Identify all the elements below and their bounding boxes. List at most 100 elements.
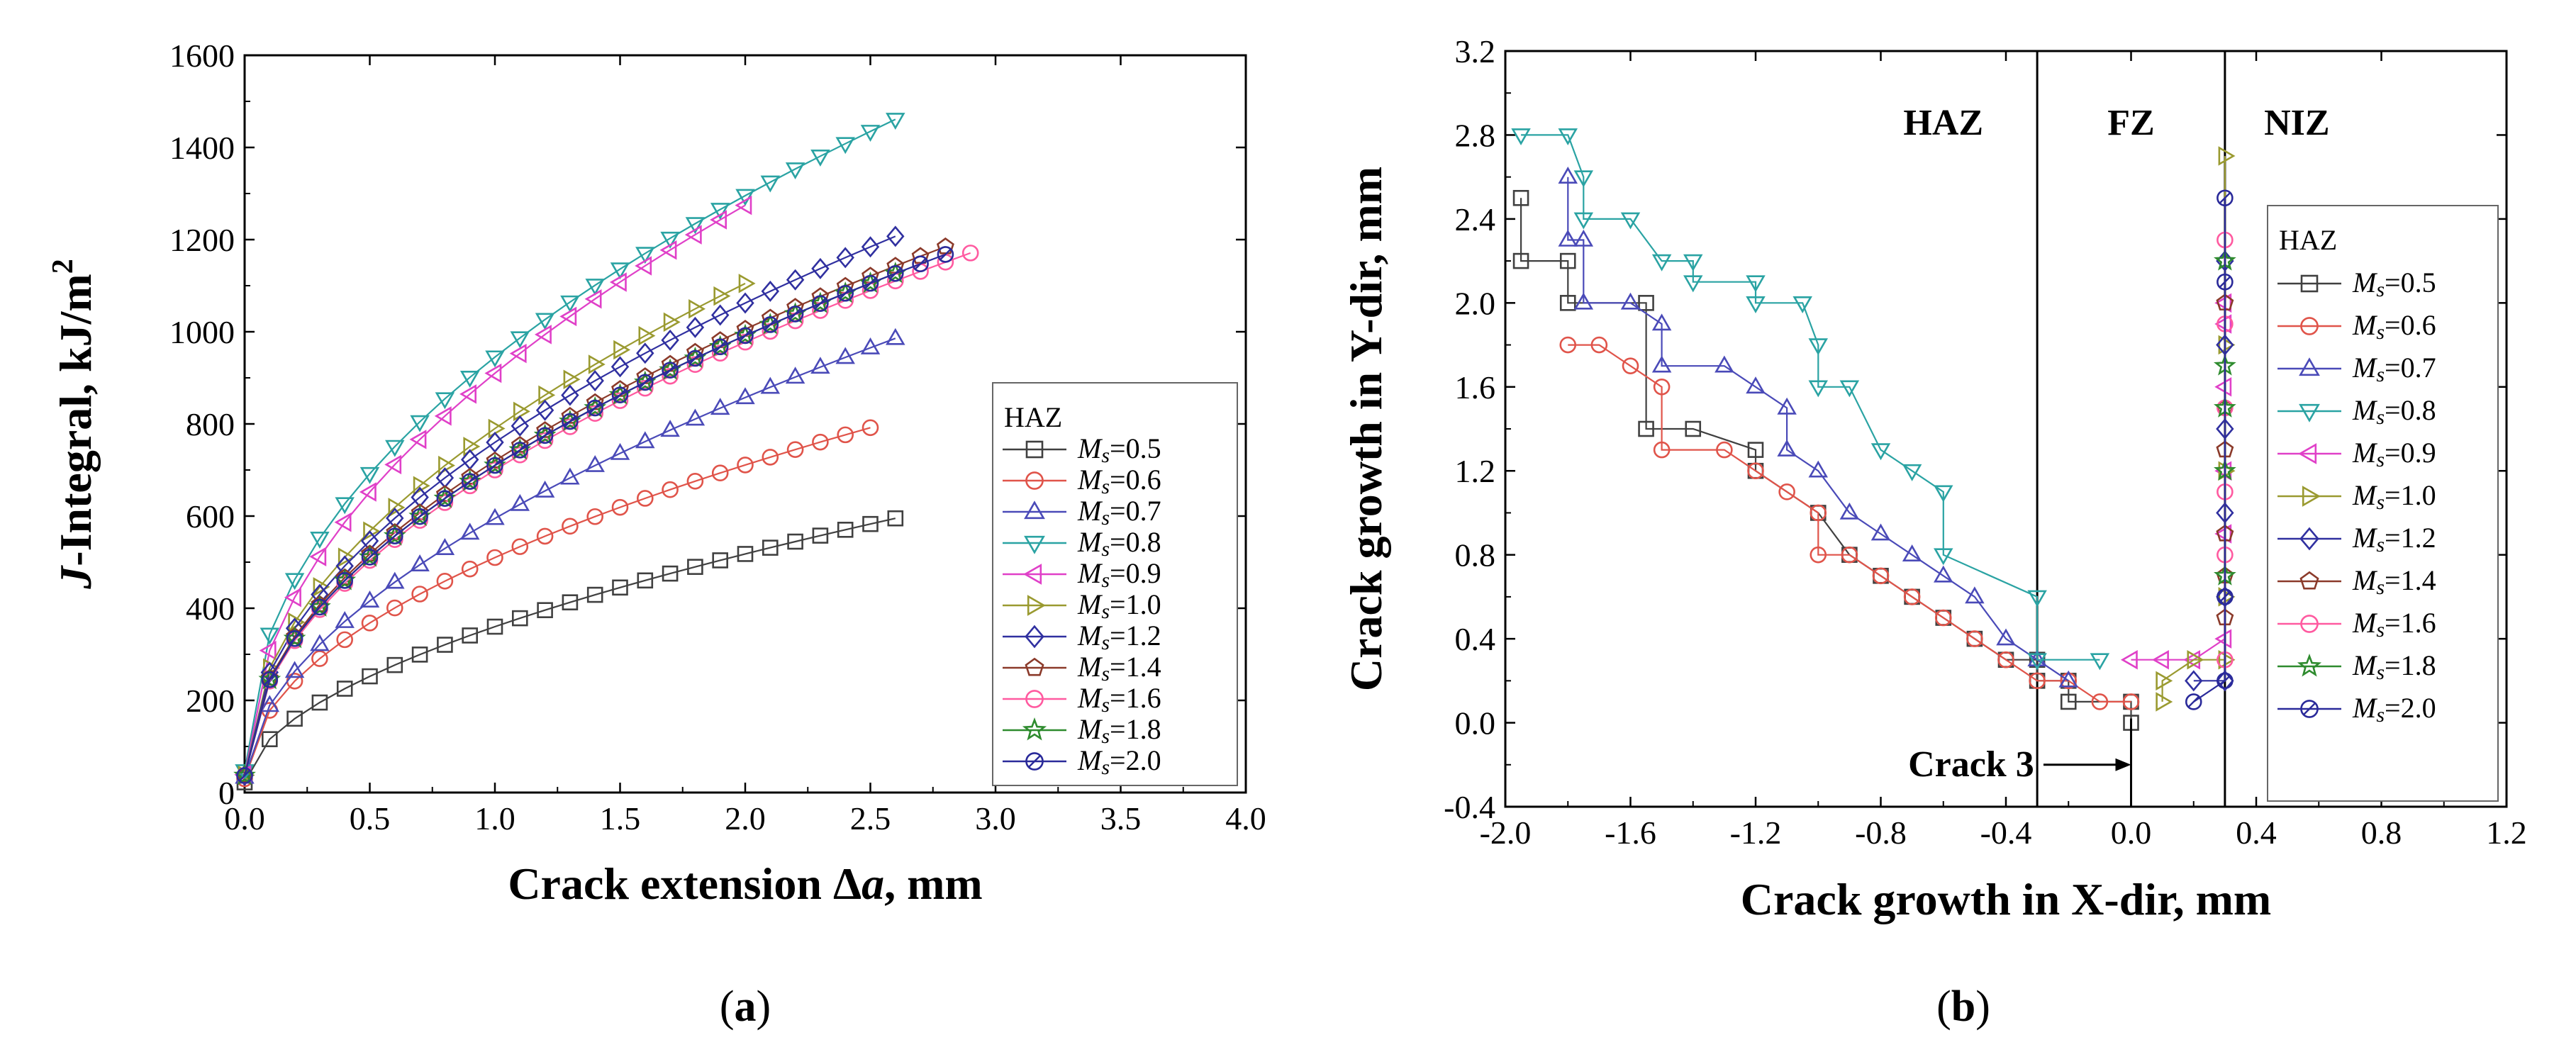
series-ms-1.8: [233, 262, 907, 785]
x-axis-label: Crack growth in X-dir, mm: [1741, 874, 2271, 924]
data-point: [510, 331, 530, 349]
data-point: [385, 571, 405, 589]
data-point: [511, 415, 530, 437]
data-point: [760, 175, 781, 193]
data-point: [688, 298, 706, 319]
data-point: [836, 247, 854, 269]
data-point: [535, 480, 555, 498]
data-point: [2029, 672, 2046, 690]
data-point: [585, 279, 605, 296]
legend-entry: Ms=0.9: [2352, 437, 2436, 471]
data-point: [887, 510, 904, 527]
series-line: [243, 235, 896, 776]
data-point: [2156, 692, 2173, 712]
data-point: [586, 586, 603, 603]
data-point: [635, 247, 655, 264]
legend-entry: Ms=1.8: [1077, 713, 1161, 748]
y-axis-label: Crack growth in Y-dir, mm: [1341, 167, 1391, 691]
series-line: [243, 337, 896, 778]
data-point: [635, 431, 655, 449]
data-point: [359, 482, 377, 502]
data-point: [886, 328, 905, 345]
legend-marker: [2302, 486, 2321, 507]
data-point: [486, 618, 503, 635]
data-point: [361, 615, 379, 632]
y-tick-label: 0.8: [1455, 537, 1496, 573]
data-point: [361, 549, 379, 566]
data-point: [261, 731, 278, 748]
data-point: [1997, 651, 2014, 668]
data-point: [1512, 252, 1529, 269]
legend-entry: Ms=2.0: [1077, 744, 1161, 779]
data-point: [1870, 443, 1891, 461]
y-tick-label: 400: [186, 591, 235, 627]
data-point: [462, 627, 479, 644]
legend-marker: [1025, 690, 1044, 708]
legend-marker: [1025, 440, 1044, 459]
data-point: [1653, 441, 1671, 459]
data-point: [436, 572, 454, 590]
x-tick-label: 4.0: [1225, 800, 1266, 836]
data-point: [1777, 440, 1797, 457]
data-point: [1747, 462, 1764, 480]
data-point: [310, 532, 330, 549]
x-tick-label: 3.5: [1100, 800, 1142, 836]
data-point: [786, 306, 804, 323]
data-point: [711, 338, 729, 356]
data-point: [535, 313, 555, 330]
data-point: [810, 357, 830, 374]
data-point: [560, 295, 580, 313]
data-point: [2218, 146, 2236, 166]
data-point: [410, 415, 430, 432]
data-point: [638, 325, 656, 346]
data-point: [335, 611, 355, 628]
data-point: [811, 257, 830, 279]
panel-label-a: (a): [720, 983, 771, 1031]
data-point: [686, 472, 704, 490]
series-ms-0.5: [1512, 189, 2139, 731]
data-point: [738, 274, 756, 293]
series-ms-2.0: [2185, 189, 2234, 710]
data-point: [737, 457, 754, 474]
data-point: [663, 312, 681, 332]
legend-entry: Ms=0.9: [1077, 557, 1161, 592]
data-point: [1903, 588, 1921, 605]
annotation-arrow-head: [2115, 758, 2131, 771]
legend-marker: [1027, 595, 1046, 616]
legend-marker: [1024, 535, 1045, 554]
data-point: [686, 356, 704, 374]
x-tick-label: 2.0: [725, 800, 766, 836]
data-point: [710, 203, 730, 220]
data-point: [2218, 587, 2236, 607]
data-point: [610, 262, 630, 280]
data-point: [1590, 336, 1608, 354]
data-point: [1558, 229, 1578, 247]
legend-marker: [2300, 317, 2319, 335]
data-point: [737, 546, 754, 562]
data-point: [636, 342, 654, 364]
data-point: [559, 306, 577, 327]
data-point: [537, 602, 553, 618]
y-tick-label: 0: [218, 775, 235, 811]
data-point: [1573, 229, 1594, 247]
data-point: [2214, 629, 2232, 649]
annotation-label: Crack 3: [1908, 744, 2034, 785]
data-point: [636, 379, 654, 397]
series-ms-0.8: [1511, 128, 2110, 671]
data-point: [311, 694, 328, 711]
data-point: [686, 316, 705, 338]
data-point: [662, 367, 679, 385]
y-axis-label: J-Integral, kJ/m2: [47, 259, 101, 589]
series-line: [243, 204, 746, 776]
data-point: [538, 385, 556, 405]
x-tick-label: 0.5: [350, 800, 391, 836]
data-point: [610, 356, 630, 378]
x-tick-label: 3.0: [975, 800, 1016, 836]
series-line: [1521, 134, 2100, 661]
data-point: [611, 386, 629, 403]
data-point: [436, 490, 454, 507]
data-point: [359, 591, 380, 608]
data-point: [1638, 420, 1654, 437]
data-point: [661, 329, 679, 351]
data-point: [862, 419, 879, 437]
